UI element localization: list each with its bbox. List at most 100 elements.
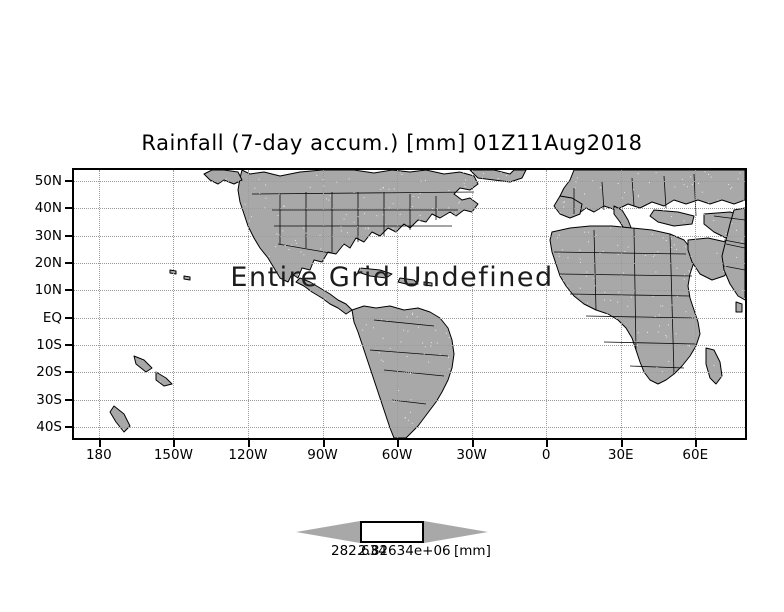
y-axis-tick: [65, 398, 72, 401]
gridline-latitude: [74, 180, 745, 182]
y-axis-tick: [65, 261, 72, 264]
gridline-latitude: [74, 345, 745, 347]
border-af-1: [553, 251, 687, 255]
y-axis-label: 10S: [36, 337, 62, 354]
x-axis-label: 30E: [607, 447, 634, 463]
border-india-1: [725, 243, 745, 249]
x-axis-label: 60W: [381, 447, 413, 463]
border-asia-2: [723, 239, 745, 245]
gridline-latitude: [74, 235, 745, 237]
landmass-greenland: [469, 170, 527, 183]
y-axis: [0, 0, 72, 612]
y-axis-tick: [65, 426, 72, 429]
x-axis-label: 90W: [307, 447, 338, 463]
y-axis-tick: [65, 289, 72, 292]
colorbar-label-min: 282.634: [331, 543, 387, 559]
colorbar[interactable]: [296, 519, 488, 545]
page-title: Rainfall (7-day accum.) [mm] 01Z11Aug201…: [141, 131, 643, 155]
gridline-longitude: [397, 170, 399, 438]
gridline-latitude: [74, 317, 745, 319]
y-axis-tick: [65, 179, 72, 182]
x-axis-tick: [322, 440, 325, 447]
border-sa-1: [373, 319, 435, 327]
gridline-longitude: [322, 170, 324, 438]
colorbar-label-max: 2.82634e+06: [358, 543, 451, 559]
landmass-madagascar: [705, 347, 723, 385]
x-axis-tick: [471, 440, 474, 447]
landmass-hispaniola: [397, 277, 419, 285]
x-axis-tick: [98, 440, 101, 447]
gridline-longitude: [173, 170, 175, 438]
landmass-alaska: [203, 170, 243, 185]
gridline-latitude: [74, 262, 745, 264]
y-axis-label: 50N: [34, 172, 62, 189]
y-axis-label: 10N: [34, 282, 62, 299]
map-inner: [74, 170, 745, 438]
y-axis-label: EQ: [42, 309, 62, 326]
x-axis-tick: [695, 440, 698, 447]
gridline-latitude: [74, 427, 745, 429]
y-axis-tick: [65, 207, 72, 210]
x-axis-label: 180: [85, 447, 112, 463]
x-axis-tick: [173, 440, 176, 447]
border-india-2: [723, 265, 745, 271]
gridline-longitude: [471, 170, 473, 438]
map-plot-area[interactable]: [72, 168, 747, 440]
y-axis-tick: [65, 344, 72, 347]
y-axis-label: 20N: [34, 254, 62, 271]
border-sa-2: [369, 349, 449, 357]
gridline-longitude: [620, 170, 622, 438]
border-af-3: [569, 293, 691, 297]
gridline-latitude: [74, 399, 745, 401]
border-af-v3: [669, 233, 675, 375]
border-eu-3: [631, 177, 635, 207]
border-us-mexico: [277, 243, 337, 255]
landmass-sri-lanka: [735, 301, 743, 313]
x-axis-label: 60E: [682, 447, 709, 463]
y-axis-label: 40S: [36, 419, 62, 436]
colorbar-min-arrow: [296, 521, 360, 543]
landmass-pacific-isl-1: [183, 275, 191, 281]
y-axis-label: 20S: [36, 364, 62, 381]
gridline-longitude: [98, 170, 100, 438]
x-axis-tick: [620, 440, 623, 447]
gridline-longitude: [247, 170, 249, 438]
y-axis-label: 40N: [34, 200, 62, 217]
border-af-5: [603, 341, 697, 345]
border-eu-2: [601, 181, 605, 211]
border-asia-1: [713, 215, 745, 221]
landmass-turkey: [649, 209, 695, 227]
landmass-pacific-isl-3: [155, 371, 173, 387]
x-axis-label: 0: [541, 447, 551, 463]
x-axis-label: 150W: [153, 447, 193, 463]
landmass-cuba: [357, 267, 393, 279]
x-axis-label: 30W: [456, 447, 487, 463]
y-axis-label: 30S: [36, 391, 62, 408]
y-axis-tick: [65, 316, 72, 319]
y-axis-tick: [65, 371, 72, 374]
landmass-india: [721, 207, 745, 301]
gridline-longitude: [695, 170, 697, 438]
landmass-nz: [109, 405, 131, 433]
y-axis-tick: [65, 234, 72, 237]
border-af-2: [559, 273, 693, 277]
gridline-latitude: [74, 208, 745, 210]
gridline-latitude: [74, 290, 745, 292]
gridline-latitude: [74, 372, 745, 374]
landmass-puerto-rico: [423, 281, 433, 287]
gridline-longitude: [546, 170, 548, 438]
world-map-svg: [109, 170, 745, 438]
border-us-canada: [251, 191, 475, 195]
landmass-pacific-isl-2: [133, 355, 153, 373]
x-axis-label: 120W: [228, 447, 268, 463]
colorbar-range-box: [360, 521, 424, 543]
speckle-layer: [75, 170, 745, 438]
x-axis-tick: [397, 440, 400, 447]
border-af-4: [585, 315, 695, 319]
colorbar-units: [mm]: [454, 543, 491, 559]
x-axis-tick: [546, 440, 549, 447]
colorbar-max-arrow: [424, 521, 488, 543]
border-af-v1: [593, 229, 597, 311]
border-af-v2: [633, 227, 637, 351]
